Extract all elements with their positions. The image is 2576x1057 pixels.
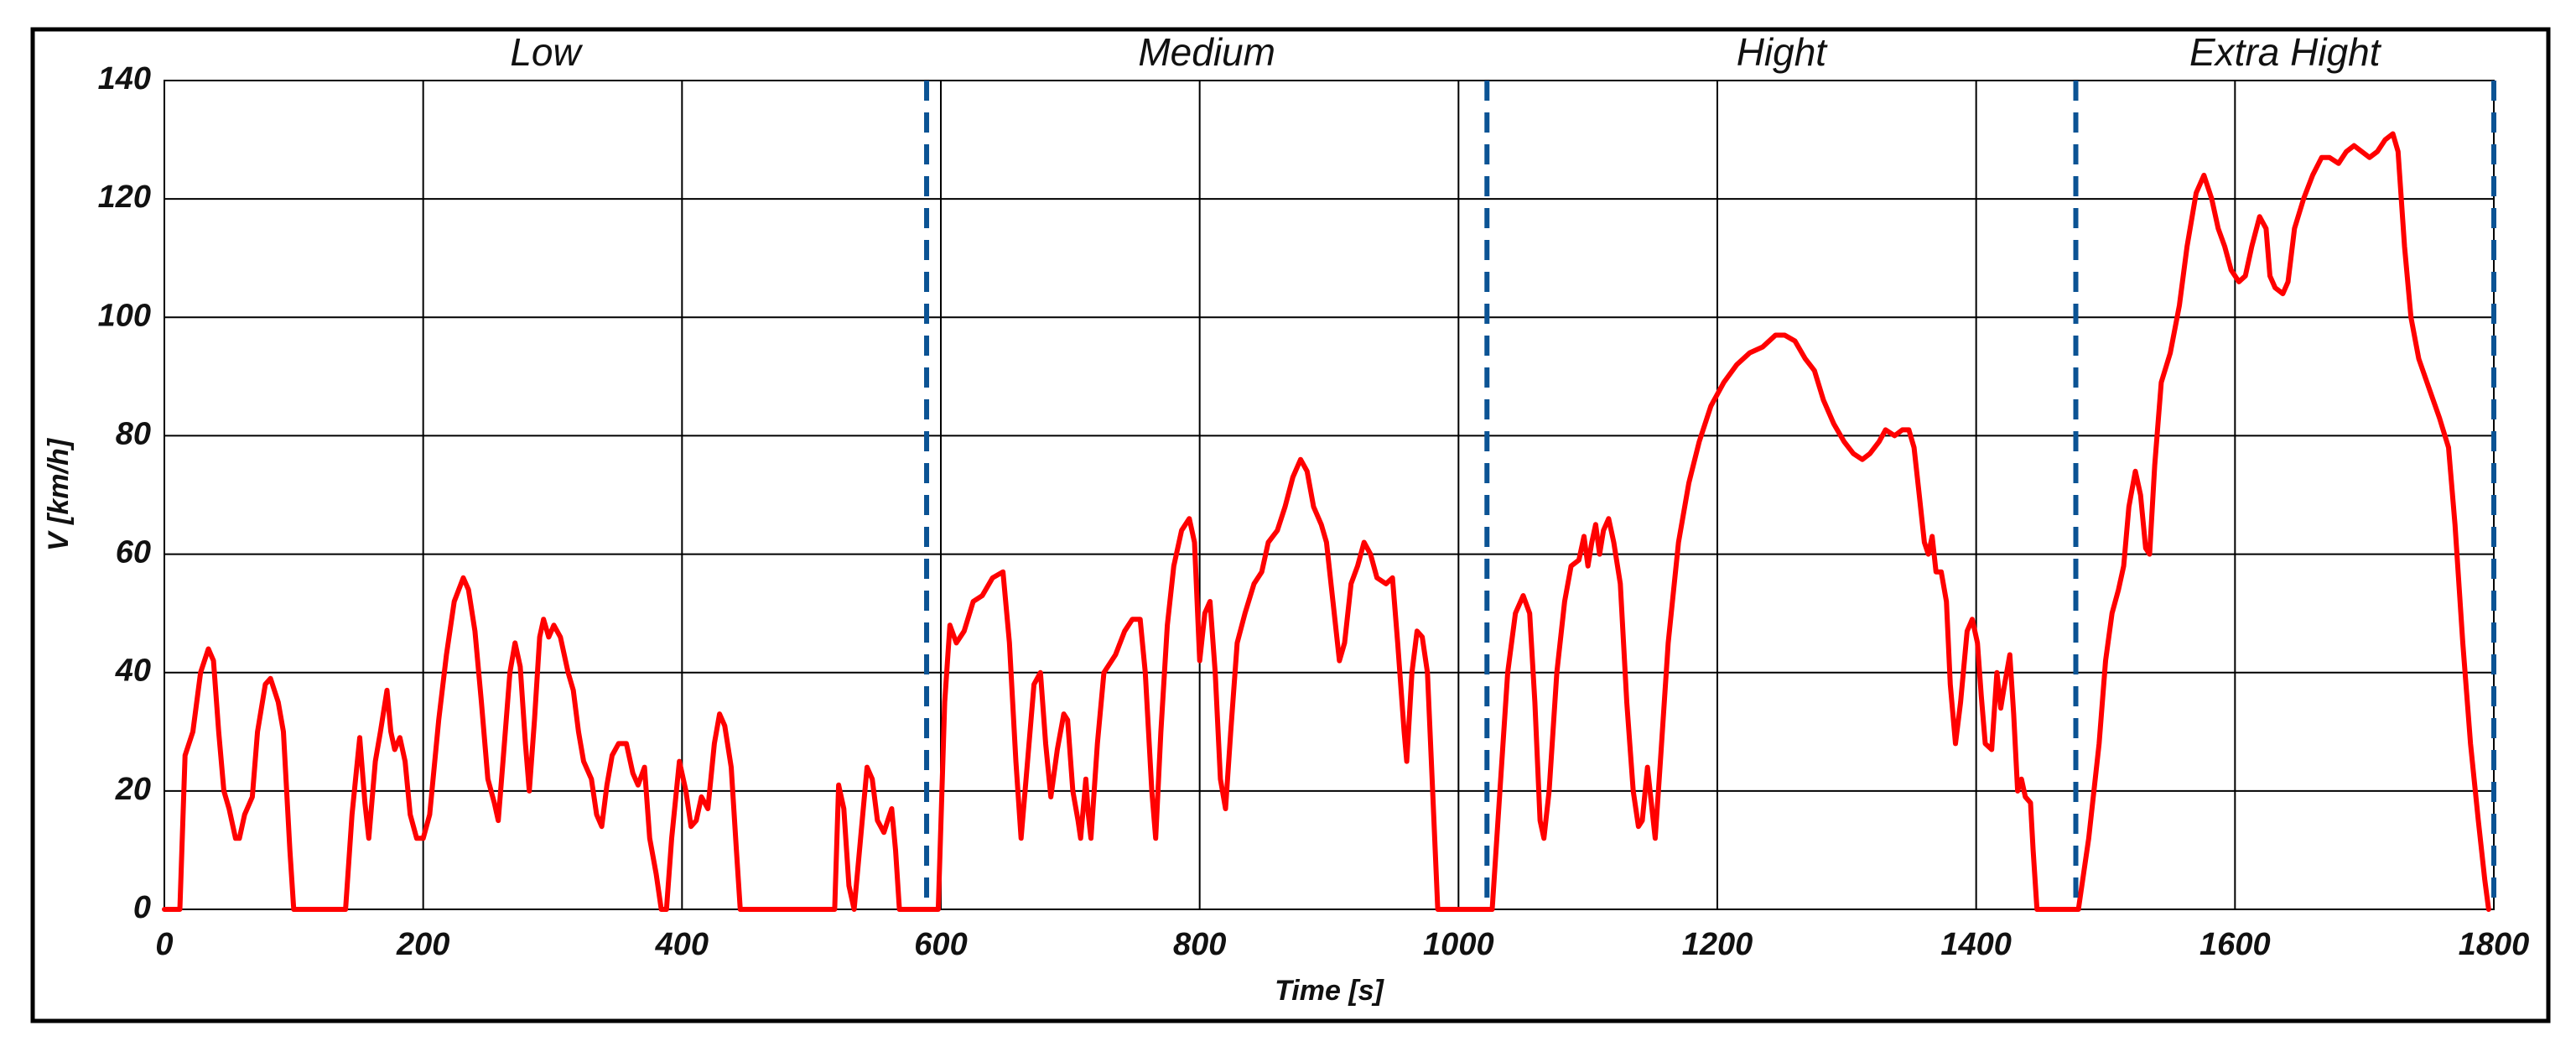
y-tick-label: 140 (98, 61, 151, 96)
x-tick-label: 400 (655, 927, 709, 962)
x-tick-label: 0 (155, 927, 173, 962)
y-tick-label: 100 (98, 298, 151, 333)
phase-label: Low (510, 30, 583, 74)
x-tick-label: 1400 (1940, 927, 2012, 962)
y-axis-label: V [km/h] (43, 437, 75, 551)
frame (30, 27, 2551, 1023)
y-tick-label: 40 (115, 653, 151, 689)
x-tick-label: 200 (396, 927, 449, 962)
speed-line (162, 131, 2491, 912)
phase-label: Extra Hight (2189, 30, 2382, 74)
y-tick-label: 120 (98, 180, 151, 215)
phase-label: Hight (1737, 30, 1829, 74)
x-tick-label: 600 (914, 927, 967, 962)
x-tick-label: 1200 (1682, 927, 1753, 962)
x-tick-label: 800 (1173, 927, 1226, 962)
x-axis-label: Time [s] (1275, 975, 1384, 1007)
x-tick-label: 1000 (1423, 927, 1494, 962)
y-tick-label: 0 (133, 890, 151, 925)
y-tick-label: 60 (116, 535, 151, 570)
phase-label: Medium (1138, 30, 1275, 74)
y-tick-label: 80 (116, 416, 151, 451)
y-tick-label: 20 (115, 772, 151, 807)
x-tick-label: 1600 (2199, 927, 2271, 962)
x-tick-label: 1800 (2459, 927, 2530, 962)
